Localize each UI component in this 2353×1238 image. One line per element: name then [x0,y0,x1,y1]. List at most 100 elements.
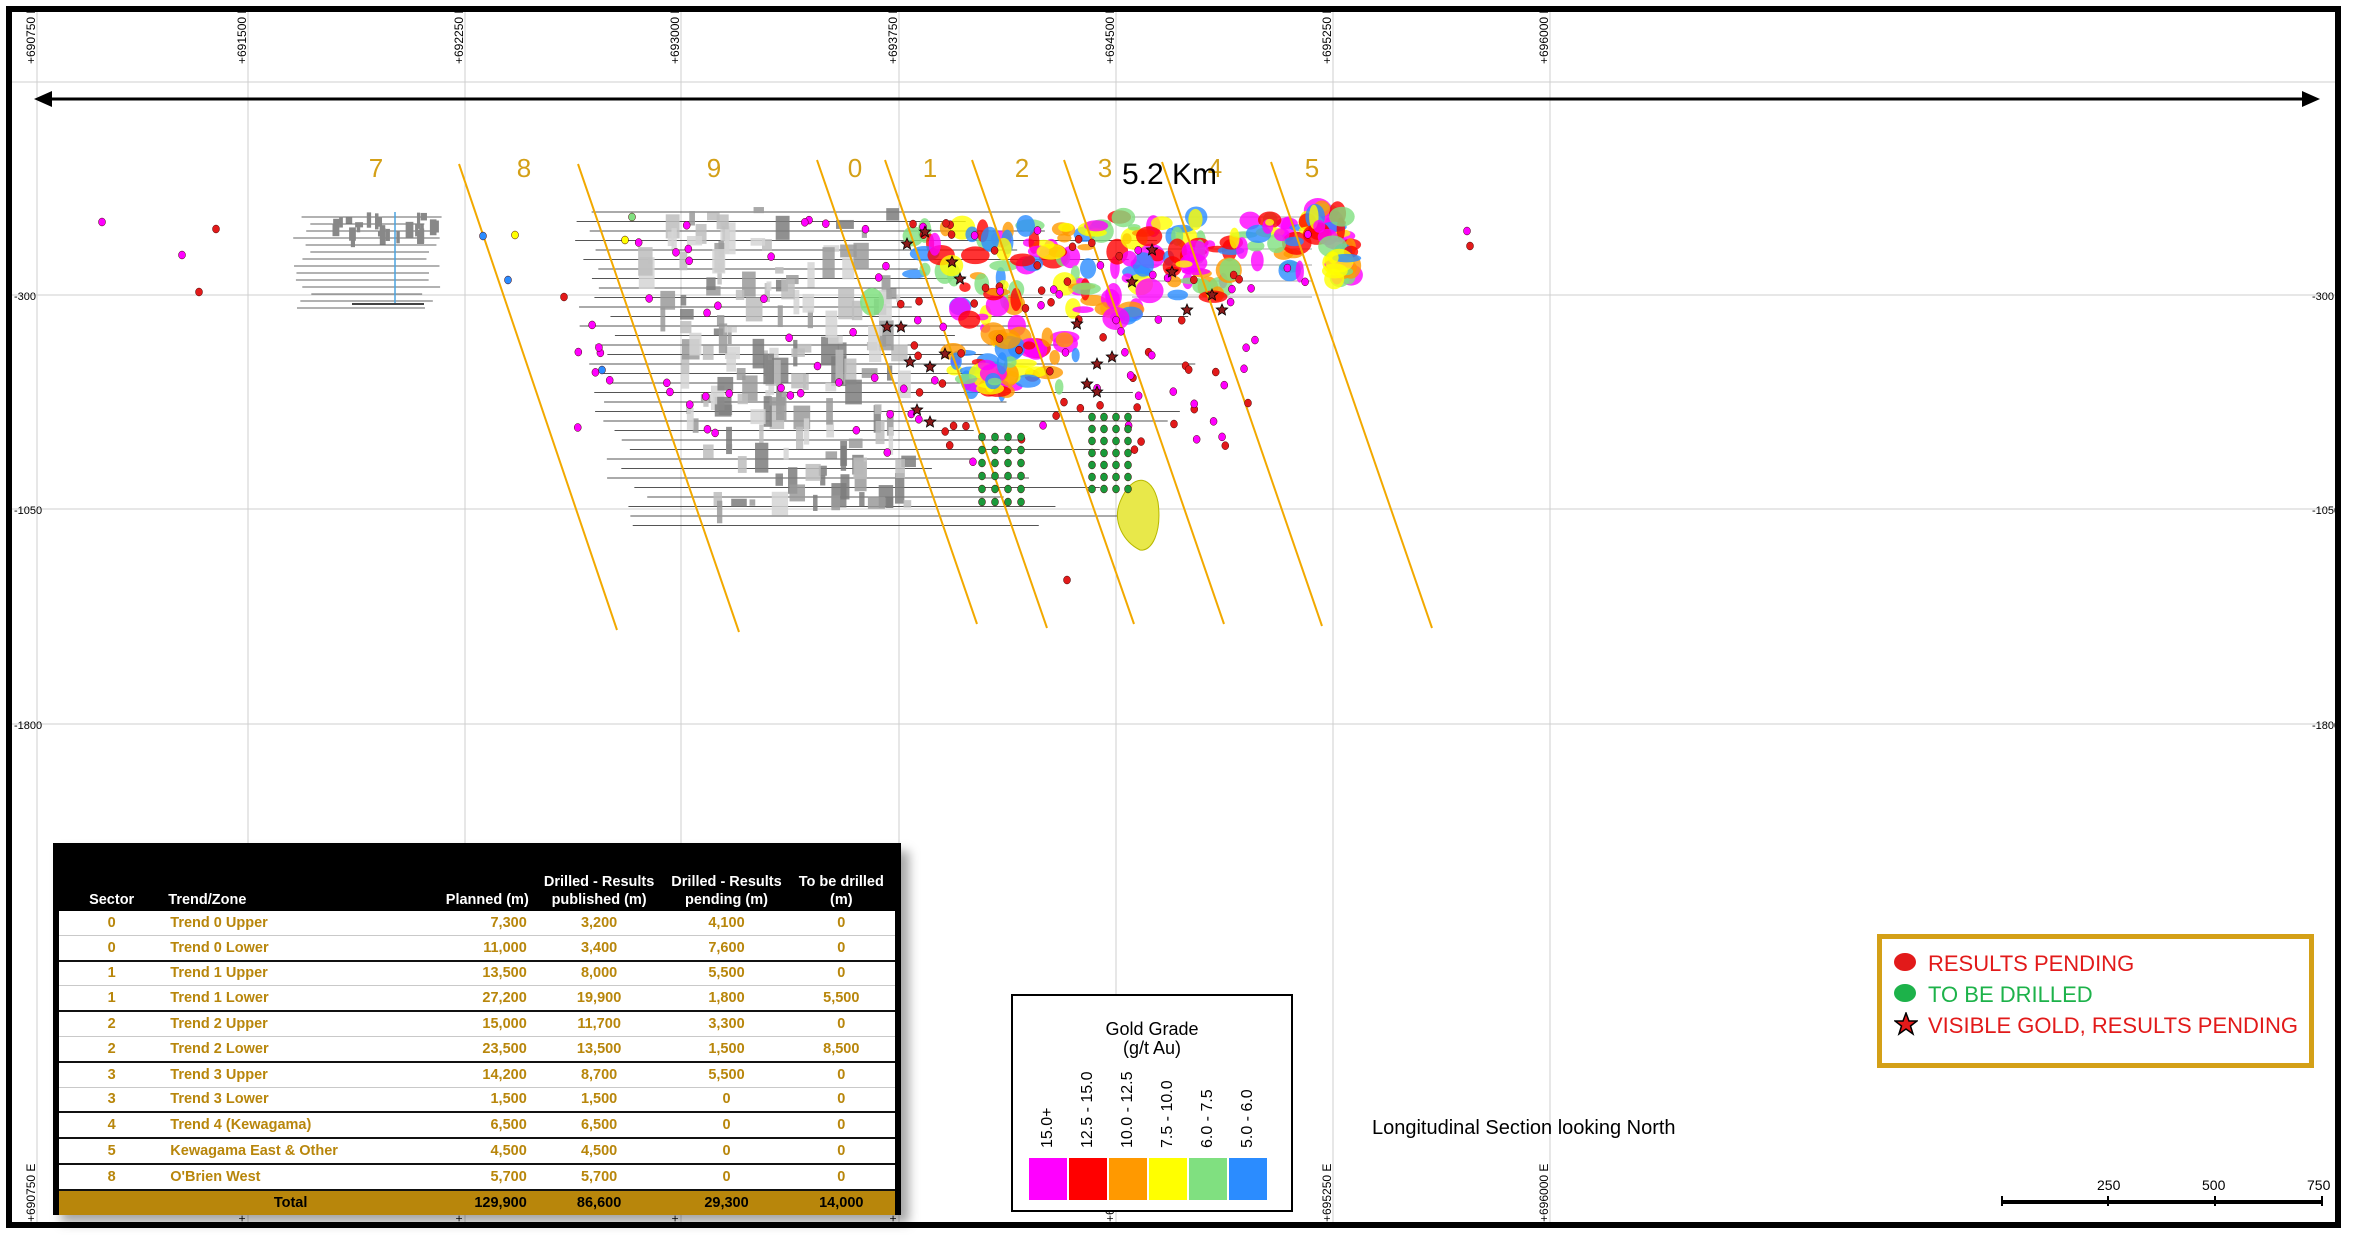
table-row: 5 Kewagama East & Other 4,500 4,500 0 0 [59,1138,895,1165]
table-cell: 13,500 [532,1036,666,1063]
results-pending-dot [1133,403,1141,412]
legend-label: RESULTS PENDING [1928,951,2135,976]
to-be-drilled-dot [1124,484,1132,494]
to-be-drilled-dot [1088,472,1096,482]
table-cell: 11,000 [416,935,533,962]
drill-intercept-dot [703,308,711,318]
results-pending-dot [1229,270,1238,280]
results-pending-dot [1177,315,1186,325]
to-be-drilled-dot [1124,472,1132,482]
easting-label: +696000 E [1537,12,1551,64]
drill-intercept-dot [605,375,614,385]
table-cell: 15,000 [416,1011,533,1037]
drill-intercept-dot [701,392,710,401]
visible-gold-star [923,359,937,373]
star-icon [1892,1011,1920,1037]
table-cell: Kewagama East & Other [164,1138,417,1165]
col-to-drill: To be drilled (m) [798,874,884,908]
drill-intercept-dot [1228,284,1236,294]
grade-swatch-label: 6.0 - 7.5 [1199,1089,1216,1148]
table-cell: 8,700 [532,1061,666,1088]
table-cell: 0 [787,1061,895,1088]
grade-shells [860,198,1363,551]
grade-swatch-label: 7.5 - 10.0 [1159,1080,1176,1148]
drill-intercept-dot [634,238,643,247]
outlier-dot [511,230,519,240]
col-pending: Drilled - Results pending (m) [671,874,782,908]
visible-gold-star [1080,376,1094,390]
results-pending-dot [914,351,922,361]
grade-swatch-label: 10.0 - 12.5 [1119,1071,1136,1149]
table-row: 1 Trend 1 Upper 13,500 8,000 5,500 0 [59,960,895,987]
results-pending-dot [915,388,924,397]
col-trend: Trend/Zone [168,892,247,908]
table-row: 0 Trend 0 Lower 11,000 3,400 7,600 0 [59,935,895,962]
drill-intercept-dot [1283,263,1292,273]
outlier-dot [195,287,203,297]
table-total-cell: 29,300 [665,1189,788,1215]
drill-intercept-dot [595,343,603,352]
results-pending-dot [1060,397,1068,407]
drill-intercept-dot [777,383,785,393]
to-be-drilled-dot [1017,484,1025,494]
to-be-drilled-dot [978,484,986,494]
drill-intercept-dot [1301,277,1309,287]
drill-intercept-dot [1192,435,1201,444]
sector-boundary-line [1063,159,1225,625]
drill-intercept-dot [813,361,822,371]
table-cell: 5,700 [532,1163,666,1191]
table-cell: 0 [787,1138,895,1165]
to-be-drilled-dot [1100,436,1108,446]
gold-grade-title: Gold Grade [1105,1019,1199,1039]
drill-intercept-dot [1169,387,1178,396]
outlier-dot [1063,575,1071,585]
visible-gold-star [894,319,908,333]
drill-intercept-dot [1121,348,1129,357]
table-cell: 0 [787,911,895,936]
sector-label: 9 [707,153,721,183]
drill-holes [98,212,1474,585]
results-pending-dot [941,427,949,436]
table-cell: 1 [59,985,165,1013]
results-pending-dot [1137,437,1145,446]
to-be-drilled-dot [1004,458,1012,468]
to-be-drilled-dot [1100,484,1108,494]
gold-grade-legend: Gold Grade (g/t Au) 15.0+ 12.5 - 15.0 10.0… [1011,994,1293,1212]
results-pending-dot [995,334,1004,343]
table-cell: Trend 1 Upper [164,960,417,987]
drill-intercept-dot [849,327,857,337]
drill-intercept-dot [684,244,693,254]
results-pending-dot [957,349,965,358]
table-cell: 13,500 [416,960,533,987]
drill-intercept-dot [852,425,861,435]
scale-label-750: 750 [2307,1177,2331,1193]
table-cell: 4,500 [416,1138,533,1165]
easting-label: +693000 E [668,12,682,64]
drill-intercept-dot [1251,335,1259,345]
legend-label: VISIBLE GOLD, RESULTS PENDING [1928,1013,2299,1038]
to-be-drilled-dot [1088,484,1096,494]
visible-gold-star [953,271,967,285]
table-row: 2 Trend 2 Lower 23,500 13,500 1,500 8,500 [59,1036,895,1063]
visible-gold-star [1215,302,1229,316]
drill-intercept-dot [882,261,890,271]
to-be-drilled-dot [1112,424,1120,434]
table-cell: 5,500 [665,960,788,987]
table-cell: 7,300 [416,911,533,936]
drill-intercept-dot [1218,432,1226,442]
visible-gold-star [1165,264,1179,278]
legend-to-be-drilled: TO BE DRILLED [1894,982,2093,1008]
table-row: 8 O'Brien West 5,700 5,700 0 0 [59,1163,895,1191]
table-total-cell: 129,900 [416,1189,533,1215]
drill-intercept-dot [1154,315,1163,324]
results-pending-dot [1184,365,1193,374]
results-pending-dot [1212,367,1220,377]
results-pending-dot [949,421,958,431]
sector-label: 7 [369,153,383,183]
drill-intercept-dot [711,428,719,438]
table-cell: 0 [665,1163,788,1191]
to-be-drilled-dot [1112,484,1120,494]
results-pending-dot [1076,403,1085,413]
table-cell: 1,500 [532,1087,666,1114]
drill-intercept-dot [939,322,947,332]
